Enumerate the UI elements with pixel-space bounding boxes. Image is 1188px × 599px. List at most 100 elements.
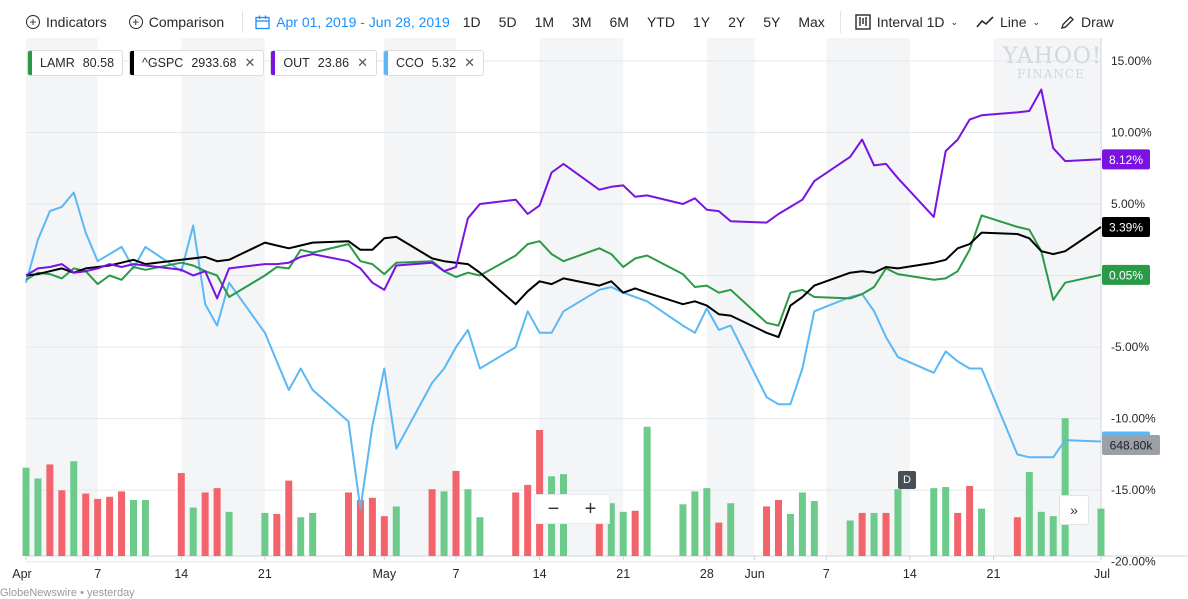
volume-bar [1061, 418, 1069, 556]
volume-bar [607, 503, 615, 556]
x-tick-label: Jul [1094, 567, 1110, 581]
volume-bar [476, 517, 484, 556]
range-max-button[interactable]: Max [798, 14, 825, 30]
comparison-button[interactable]: + Comparison [128, 14, 225, 30]
volume-bar [763, 506, 771, 556]
volume-bar [345, 492, 352, 556]
week-band [181, 38, 265, 556]
volume-bar [428, 489, 436, 556]
legend-chip-gspc[interactable]: ^GSPC 2933.68 ✕ [129, 50, 265, 76]
price-flags: 8.12%3.39%0.05%-11.6%648.80k [1102, 149, 1160, 455]
range-6m-button[interactable]: 6M [609, 14, 629, 30]
x-axis: Apr 7 14 21 May 7 14 21 28 Jun 7 14 21 Jul [12, 556, 1110, 581]
volume-bar [643, 426, 651, 556]
volume-bar [1013, 517, 1021, 556]
volume-bar [691, 491, 699, 556]
y-axis: 15.00%10.00%5.00%0.00%-5.00%-10.00%-15.0… [1111, 54, 1156, 569]
yahoo-finance-watermark: YAHOO! FINANCE [1003, 44, 1102, 81]
legend-symbol: CCO [395, 56, 424, 70]
week-band [26, 38, 98, 556]
interval-dropdown[interactable]: Interval 1D ⌄ [855, 14, 958, 30]
close-icon[interactable]: ✕ [464, 55, 476, 70]
zoom-in-button[interactable]: + [584, 498, 597, 520]
range-5y-button[interactable]: 5Y [763, 14, 781, 30]
volume-bar [786, 514, 794, 556]
range-1y-button[interactable]: 1Y [692, 14, 711, 30]
chart-type-dropdown[interactable]: Line ⌄ [976, 14, 1040, 30]
legend-chip-lamr[interactable]: LAMR 80.58 [27, 50, 124, 76]
zoom-out-button[interactable]: − [547, 498, 560, 520]
watermark-line2: FINANCE [1017, 67, 1085, 81]
volume-bar [130, 500, 137, 556]
range-1m-button[interactable]: 1M [534, 14, 555, 30]
volume-bar [58, 490, 66, 556]
series-color-swatch [28, 51, 32, 75]
last-value-flag-gspc [1102, 217, 1150, 238]
volume-bar [392, 506, 400, 556]
volume-bar [524, 484, 532, 556]
series-line-lamr [25, 214, 1102, 327]
y-tick-label: 5.00% [1111, 197, 1145, 211]
legend-value: 80.58 [82, 56, 115, 70]
y-tick-label: -15.00% [1111, 483, 1156, 497]
series-color-swatch [130, 51, 135, 75]
range-2y-button[interactable]: 2Y [728, 14, 746, 30]
volume-bar [894, 489, 902, 556]
y-tick-label: 10.00% [1111, 125, 1152, 139]
y-tick-label: 15.00% [1111, 54, 1152, 68]
dividend-event-marker[interactable]: D [898, 471, 916, 489]
draw-label: Draw [1081, 14, 1114, 30]
range-5d-button[interactable]: 5D [498, 14, 517, 30]
range-ytd-button[interactable]: YTD [646, 14, 675, 30]
week-bands [26, 38, 1101, 556]
chart-toolbar: + Indicators + Comparison Apr 01, 2019 -… [0, 0, 1188, 44]
comparison-label: Comparison [148, 14, 225, 30]
legend-chip-cco[interactable]: CCO 5.32 ✕ [382, 50, 485, 76]
volume-bar [70, 461, 78, 556]
volume-bar [966, 486, 974, 556]
legend-value: 2933.68 [191, 56, 237, 70]
series-lines [25, 88, 1102, 510]
news-source-caption: GlobeNewswire • yesterday [0, 587, 135, 599]
volume-bar [225, 511, 233, 556]
date-range-label: Apr 01, 2019 - Jun 28, 2019 [276, 14, 450, 30]
volume-bar [22, 467, 30, 556]
range-3m-button[interactable]: 3M [572, 14, 592, 30]
expand-chart-button[interactable]: » [1059, 495, 1089, 525]
legend-value: 5.32 [431, 56, 457, 70]
x-tick-label: 14 [903, 567, 917, 581]
legend-chip-out[interactable]: OUT 23.86 ✕ [270, 50, 377, 76]
volume-bar [356, 500, 364, 556]
x-tick-label: 21 [258, 567, 272, 581]
range-1d-button[interactable]: 1D [462, 14, 481, 30]
toolbar-divider [839, 11, 841, 33]
interval-label: Interval 1D [876, 14, 945, 30]
chart-type-label: Line [1000, 14, 1027, 30]
volume-bar [703, 488, 711, 556]
legend-symbol: ^GSPC [142, 56, 184, 70]
volume-bars [22, 418, 1105, 556]
draw-button[interactable]: Draw [1060, 14, 1114, 30]
volume-bar [297, 517, 305, 556]
volume-bar [368, 497, 376, 556]
indicators-button[interactable]: + Indicators [26, 14, 107, 30]
volume-bar [118, 491, 126, 556]
date-range-button[interactable]: Apr 01, 2019 - Jun 28, 2019 [255, 14, 450, 30]
last-value-label: 3.39% [1109, 221, 1143, 235]
volume-bar [440, 491, 448, 556]
volume-bar [46, 464, 54, 556]
volume-flag [1102, 435, 1160, 455]
volume-bar [94, 498, 102, 556]
volume-bar [715, 522, 723, 556]
last-value-flag-out [1102, 149, 1150, 170]
volume-bar [106, 496, 114, 556]
last-value-flag-lamr [1102, 264, 1150, 285]
close-icon[interactable]: ✕ [357, 55, 368, 70]
x-tick-label: 28 [700, 567, 714, 581]
candlestick-icon [855, 14, 871, 30]
x-tick-label: Jun [745, 567, 765, 581]
close-icon[interactable]: ✕ [244, 55, 256, 70]
watermark-line1: YAHOO! [1003, 44, 1102, 69]
legend-value: 23.86 [317, 56, 350, 70]
